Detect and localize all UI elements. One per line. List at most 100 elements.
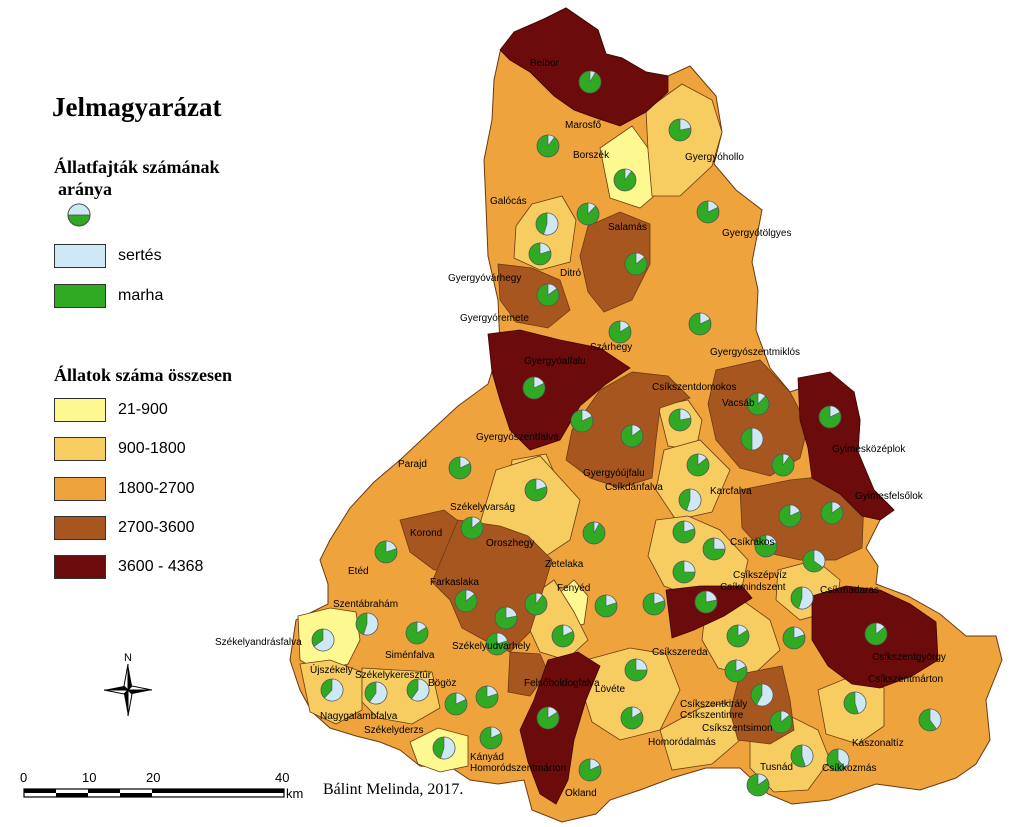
pie-symbol (702, 537, 726, 561)
place-label: Etéd (348, 566, 369, 577)
place-label: Székelyudvarhely (452, 641, 530, 652)
pie-symbol (769, 710, 793, 734)
pie-sertes-slice (547, 283, 558, 296)
pie-symbol (355, 612, 379, 636)
pie-sertes-slice (562, 624, 574, 637)
pie-sertes-slice (705, 590, 718, 603)
place-label: Csíkszentimre (680, 710, 744, 721)
pie-symbol (790, 586, 814, 610)
legend-pie-title-line1: Állatfajták számának (54, 157, 220, 177)
place-label: Okland (565, 788, 597, 799)
place-label: Gyergyószentfalva (476, 432, 559, 443)
pie-sertes-slice (624, 168, 632, 181)
pie-sertes-slice (589, 758, 601, 771)
legend-title: Jelmagyarázat (52, 92, 222, 122)
legend-label-marha: marha (118, 287, 164, 304)
place-label: Szentábrahám (333, 599, 398, 610)
legend-label-class-2: 900-1800 (118, 440, 186, 457)
place-label: Felsőboldogfalva (524, 678, 600, 689)
pie-sertes-slice (581, 409, 593, 422)
place-label: Gyimesközéplok (832, 444, 906, 455)
pie-symbol (479, 726, 503, 750)
place-label: Korond (410, 528, 442, 539)
pie-sertes-slice (697, 453, 707, 466)
pie-symbol (802, 549, 826, 573)
place-labels: Belbor Marosfő Borszék Gyergyóhollo Galócás S… (215, 58, 946, 799)
pie-sertes-slice (798, 586, 814, 610)
pie-sertes-slice (707, 200, 719, 213)
pie-sertes-slice (929, 708, 942, 730)
legend-swatch-class-3 (54, 477, 106, 501)
pie-sertes-slice (737, 624, 748, 637)
place-label: Csíkkozmás (822, 763, 876, 774)
place-label: Csíkszentgyörgy (872, 652, 946, 663)
pie-sertes-slice (875, 622, 885, 635)
place-label: Újszékely (310, 663, 353, 676)
pie-symbol (524, 478, 548, 502)
pie-sertes-slice (416, 621, 427, 634)
pie-sertes-slice (440, 736, 456, 760)
pie-symbol (536, 706, 560, 730)
pie-symbol (746, 392, 770, 416)
pie-sertes-slice (324, 678, 344, 702)
pie-symbol (754, 534, 778, 558)
place-label: Csíkmindszent (720, 582, 786, 593)
pie-symbol (524, 592, 548, 616)
pie-sertes-slice (533, 376, 545, 389)
place-label: Fenyéd (557, 583, 590, 594)
legend-swatch-class-2 (54, 437, 106, 461)
pie-sertes-slice (496, 632, 508, 645)
place-label: Kányád (470, 752, 504, 763)
pie-symbol (694, 590, 718, 614)
pie-sertes-slice (471, 516, 481, 529)
pie-symbol (843, 691, 867, 715)
place-label: Gyimesfelsőlok (855, 491, 924, 502)
pie-symbol (624, 658, 648, 682)
scale-tick-40: 40 (275, 770, 290, 785)
legend-label-class-3: 1800-2700 (118, 480, 195, 497)
pie-sertes-slice (455, 692, 467, 705)
place-label: Oroszhegy (486, 538, 534, 549)
pie-symbol (918, 708, 942, 732)
pie-symbol (406, 678, 430, 702)
author-credit: Bálint Melinda, 2017. (323, 781, 464, 798)
scale-tick-20: 20 (146, 770, 161, 785)
place-label: Csíkdánfalva (605, 482, 663, 493)
pie-sertes-slice (465, 589, 475, 602)
pie-symbol (522, 376, 546, 400)
pie-sertes-slice (631, 424, 642, 437)
pie-sertes-slice (653, 592, 665, 605)
place-label: Tusnád (760, 762, 793, 773)
pie-symbol (576, 202, 600, 226)
legend-swatch-class-4 (54, 516, 106, 540)
place-label: Homoródalmás (648, 737, 716, 748)
pie-symbol (668, 118, 692, 142)
pie-sertes-slice (369, 681, 388, 705)
place-label: Csíkrákos (730, 537, 774, 548)
place-label: Csíkszentdomokos (652, 382, 736, 393)
pie-sertes-slice (539, 242, 551, 255)
place-label: Lövéte (595, 684, 625, 695)
pie-sertes-slice (699, 312, 711, 325)
pie-sertes-slice (837, 748, 850, 769)
place-label: Szárhegy (590, 342, 632, 353)
pie-symbol (642, 592, 666, 616)
place-label: Székelyderzs (364, 725, 423, 736)
pie-symbol (624, 252, 648, 276)
pie-sertes-slice (486, 685, 498, 698)
pie-sertes-slice (686, 488, 702, 512)
place-label: Csíkszereda (652, 647, 708, 658)
place-label: Borszék (573, 150, 610, 161)
pie-sertes-slice (683, 560, 696, 573)
pie-sertes-slice (829, 405, 841, 418)
pie-symbol (578, 70, 602, 94)
pie-symbol (485, 632, 509, 656)
place-label: Karcfalva (710, 486, 752, 497)
legend-label-class-1: 21-900 (118, 401, 168, 418)
pie-sertes-slice (313, 628, 335, 652)
pie-sertes-slice (385, 540, 397, 553)
pie-sertes-slice (631, 706, 642, 719)
pie-sertes-slice (713, 537, 726, 550)
place-label: Csíkmadaras (820, 585, 879, 596)
pie-symbol (578, 758, 602, 782)
